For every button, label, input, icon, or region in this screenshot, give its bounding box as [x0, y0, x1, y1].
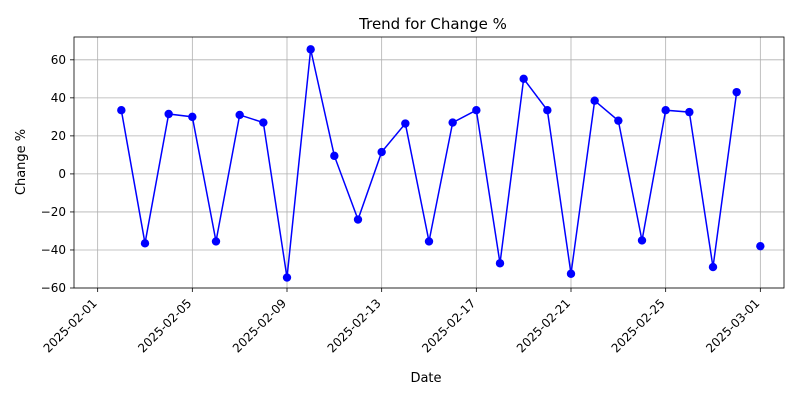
y-tick-label: −60 [41, 281, 66, 295]
data-point [140, 239, 150, 248]
x-tick-label: 2025-02-21 [514, 296, 573, 355]
data-point [685, 107, 694, 117]
data-point [211, 237, 221, 246]
y-tick-label: 20 [51, 129, 66, 143]
data-point [353, 215, 363, 224]
x-tick-label: 2025-02-13 [325, 296, 384, 355]
data-point [164, 109, 173, 119]
x-tick-label: 2025-02-01 [41, 296, 100, 355]
data-point [330, 151, 339, 161]
chart-title: Trend for Change % [358, 15, 507, 33]
x-axis-label: Date [410, 371, 441, 386]
y-tick-label: 40 [51, 91, 66, 105]
data-point [235, 110, 244, 120]
y-axis-label: Change % [14, 129, 29, 195]
y-tick-label: 0 [58, 167, 66, 181]
data-point [756, 241, 765, 251]
data-point [282, 273, 292, 282]
x-tick-label: 2025-03-01 [703, 296, 762, 355]
y-tick-label: −20 [41, 205, 66, 219]
data-point [566, 269, 576, 278]
x-tick-label: 2025-02-09 [230, 296, 289, 355]
data-point [424, 237, 434, 246]
y-tick-label: 60 [51, 53, 66, 67]
data-point [708, 262, 718, 272]
y-tick-label: −40 [41, 243, 66, 257]
data-point [401, 119, 410, 128]
data-point [472, 106, 481, 115]
data-point [306, 45, 315, 54]
x-tick-label: 2025-02-25 [609, 296, 668, 355]
data-point [259, 118, 268, 127]
data-point [661, 106, 670, 115]
data-point [519, 74, 528, 84]
x-tick-label: 2025-02-05 [135, 296, 194, 355]
data-point [614, 116, 623, 125]
data-point [543, 106, 552, 115]
data-points [117, 45, 765, 282]
data-point [377, 147, 386, 157]
data-point [637, 236, 647, 245]
x-tick-label: 2025-02-17 [419, 296, 478, 355]
data-point [448, 118, 457, 127]
data-point [117, 106, 126, 115]
grid [74, 37, 784, 289]
data-point [495, 259, 505, 268]
data-point [590, 96, 599, 105]
data-point [732, 87, 741, 97]
data-point [188, 112, 197, 122]
plot-frame [73, 36, 785, 289]
